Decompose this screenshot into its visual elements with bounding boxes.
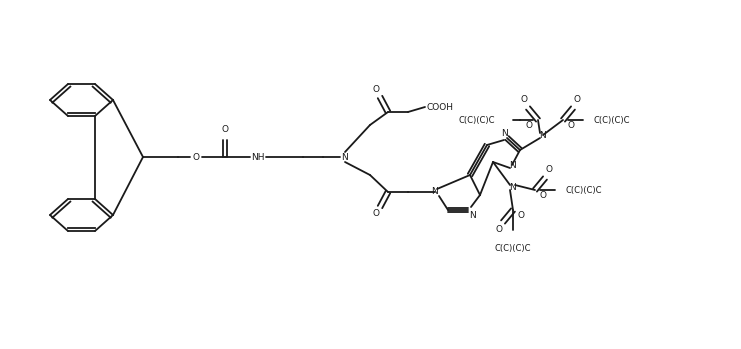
Text: O: O	[568, 120, 575, 129]
Text: C(C)(C)C: C(C)(C)C	[459, 116, 495, 125]
Text: O: O	[373, 209, 379, 218]
Text: O: O	[545, 165, 553, 174]
Text: COOH: COOH	[427, 103, 453, 111]
Text: N: N	[508, 183, 516, 192]
Text: N: N	[342, 153, 348, 162]
Text: O: O	[540, 191, 547, 200]
Text: C(C)(C)C: C(C)(C)C	[593, 116, 630, 125]
Text: C(C)(C)C: C(C)(C)C	[565, 186, 602, 194]
Text: N: N	[510, 161, 516, 170]
Text: N: N	[431, 187, 439, 196]
Text: O: O	[526, 120, 533, 129]
Text: O: O	[574, 96, 580, 104]
Text: C(C)(C)C: C(C)(C)C	[495, 244, 531, 252]
Text: O: O	[222, 126, 228, 134]
Text: O: O	[193, 153, 199, 162]
Text: O: O	[496, 225, 502, 235]
Text: O: O	[373, 86, 379, 95]
Text: N: N	[539, 131, 546, 140]
Text: NH: NH	[251, 153, 265, 162]
Text: O: O	[518, 210, 525, 220]
Text: O: O	[520, 96, 528, 104]
Text: N: N	[468, 211, 476, 221]
Text: N: N	[502, 129, 508, 139]
